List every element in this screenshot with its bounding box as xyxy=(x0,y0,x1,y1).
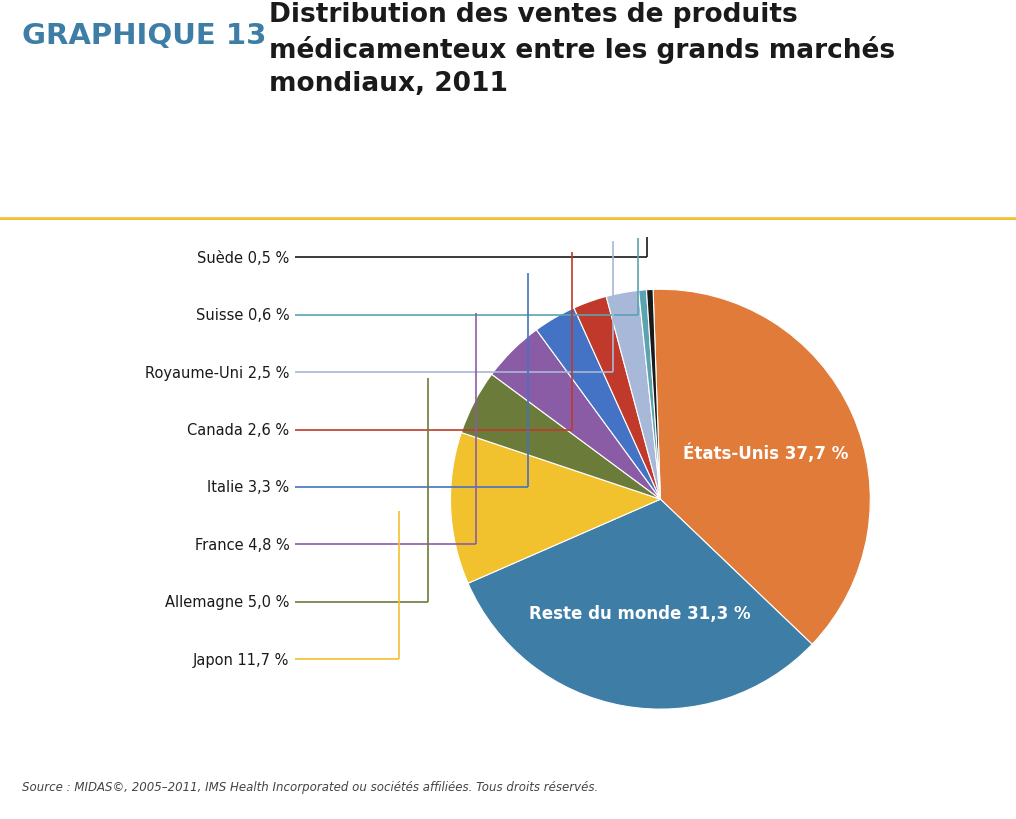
Text: France 4,8 %: France 4,8 % xyxy=(195,537,290,552)
Wedge shape xyxy=(639,291,660,500)
Text: Allemagne 5,0 %: Allemagne 5,0 % xyxy=(166,595,290,609)
Wedge shape xyxy=(536,309,660,500)
Wedge shape xyxy=(646,290,660,500)
Text: Royaume-Uni 2,5 %: Royaume-Uni 2,5 % xyxy=(145,365,290,380)
Text: Suède 0,5 %: Suède 0,5 % xyxy=(197,251,290,265)
Wedge shape xyxy=(607,291,660,500)
Text: Japon 11,7 %: Japon 11,7 % xyxy=(193,652,290,667)
Text: Distribution des ventes de produits
médicamenteux entre les grands marchés
mondi: Distribution des ventes de produits médi… xyxy=(269,2,895,97)
Text: États-Unis 37,7 %: États-Unis 37,7 % xyxy=(683,443,848,462)
Text: Reste du monde 31,3 %: Reste du monde 31,3 % xyxy=(529,604,751,622)
Wedge shape xyxy=(461,375,660,500)
Wedge shape xyxy=(492,330,660,500)
Wedge shape xyxy=(574,297,660,500)
Text: Suisse 0,6 %: Suisse 0,6 % xyxy=(196,308,290,323)
Wedge shape xyxy=(468,500,812,709)
Text: Canada 2,6 %: Canada 2,6 % xyxy=(187,423,290,437)
Wedge shape xyxy=(653,290,871,645)
Text: Italie 3,3 %: Italie 3,3 % xyxy=(207,480,290,495)
Wedge shape xyxy=(450,433,660,583)
Text: GRAPHIQUE 13: GRAPHIQUE 13 xyxy=(22,22,267,50)
Text: Source : MIDAS©, 2005–2011, IMS Health Incorporated ou sociétés affiliées. Tous : Source : MIDAS©, 2005–2011, IMS Health I… xyxy=(22,780,598,793)
